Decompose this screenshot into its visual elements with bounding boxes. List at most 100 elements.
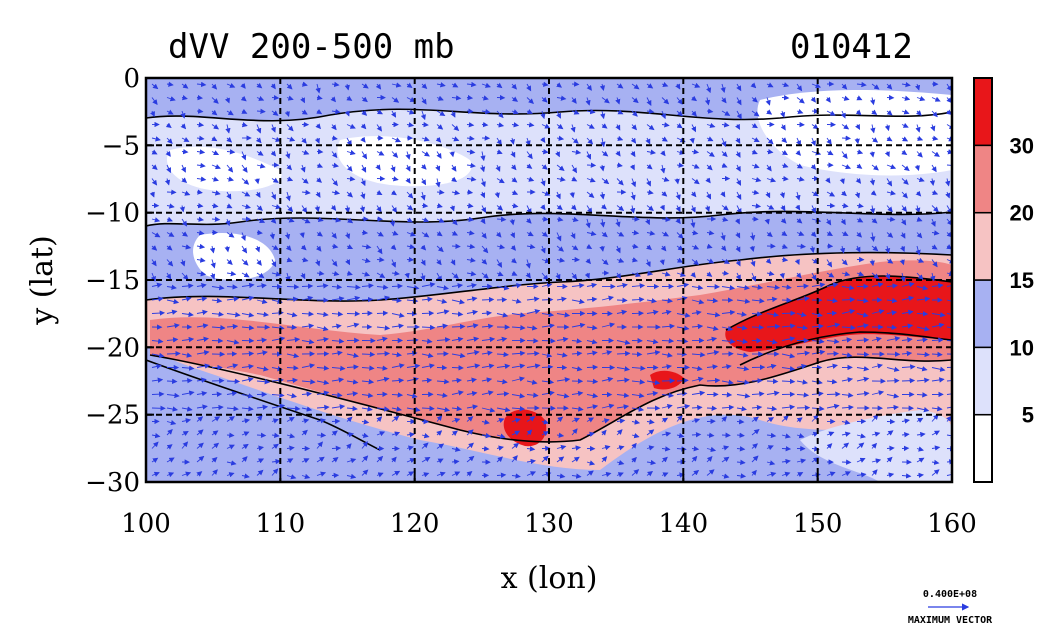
wind-vector	[406, 97, 416, 102]
wind-vector	[599, 218, 606, 228]
wind-vector	[556, 123, 564, 130]
wind-vector	[406, 191, 414, 199]
wind-vector	[481, 258, 488, 265]
wind-vector	[286, 124, 294, 132]
wind-vector	[436, 203, 443, 209]
wind-vector	[706, 230, 715, 236]
wind-vector	[436, 124, 444, 130]
wind-vector	[601, 178, 610, 185]
wind-vector	[856, 271, 865, 277]
wind-vector	[299, 232, 305, 239]
wind-vector	[751, 378, 763, 384]
wind-vector	[691, 259, 700, 266]
wind-vector	[286, 176, 294, 182]
wind-vector	[870, 232, 876, 242]
wind-vector	[811, 217, 822, 223]
wind-vector	[271, 177, 279, 183]
wind-vector	[616, 162, 623, 168]
wind-vector	[181, 283, 194, 289]
wind-vector	[841, 164, 852, 170]
wind-vector	[916, 216, 923, 222]
wind-vector	[540, 110, 546, 120]
wind-vector	[885, 272, 891, 280]
wind-vector	[616, 178, 624, 186]
wind-vector	[271, 271, 282, 277]
wind-vector	[196, 296, 208, 302]
wind-vector	[556, 216, 564, 222]
wind-vector	[211, 284, 225, 291]
wind-vector	[556, 245, 564, 252]
wind-vector	[690, 218, 696, 229]
wind-vector	[331, 162, 339, 168]
wind-vector	[420, 110, 426, 121]
wind-vector	[496, 285, 510, 291]
wind-vector	[436, 217, 445, 223]
wind-vector	[166, 137, 173, 144]
wind-vector	[481, 95, 489, 101]
wind-vector	[705, 177, 711, 184]
wind-vector	[600, 110, 606, 120]
wind-vector	[510, 151, 516, 158]
wind-vector	[631, 83, 640, 90]
wind-vector	[811, 272, 817, 281]
wind-vector	[436, 245, 444, 253]
wind-vector	[796, 108, 804, 115]
wind-vector	[391, 151, 399, 158]
y-tick-label: −30	[85, 468, 140, 498]
wind-vector	[450, 110, 456, 118]
wind-vector	[781, 82, 790, 88]
wind-vector	[720, 232, 726, 241]
wind-vector	[196, 108, 204, 114]
wind-vector	[615, 97, 621, 105]
wind-vector	[630, 137, 637, 144]
wind-vector	[179, 205, 185, 213]
wind-vector	[735, 272, 741, 281]
wind-vector	[196, 94, 203, 101]
wind-vector	[781, 230, 788, 236]
wind-vector	[511, 122, 520, 128]
wind-vector	[181, 231, 189, 237]
wind-vector	[525, 217, 532, 224]
wind-vector	[196, 162, 206, 169]
wind-vector	[735, 151, 741, 158]
wind-vector	[704, 205, 711, 213]
wind-vector	[735, 259, 741, 267]
wind-vector	[375, 83, 382, 90]
wind-vector	[855, 123, 861, 130]
wind-vector	[854, 137, 860, 145]
wind-vector	[435, 164, 441, 172]
wind-vector	[361, 257, 371, 264]
wind-vector	[181, 296, 192, 302]
wind-vector	[496, 205, 504, 211]
wind-vector	[825, 218, 832, 226]
wind-vector	[390, 164, 396, 173]
wind-vector	[226, 191, 232, 200]
wind-vector	[930, 272, 936, 282]
wind-vector	[346, 149, 356, 156]
wind-vector	[571, 216, 579, 223]
wind-vector	[721, 205, 729, 211]
wind-vector	[751, 177, 762, 183]
wind-vector	[720, 245, 727, 252]
wind-vector	[646, 124, 655, 131]
wind-vector	[599, 245, 605, 252]
wind-vector	[496, 259, 503, 268]
wind-vector	[541, 123, 551, 129]
wind-vector	[286, 95, 294, 101]
wind-vector	[931, 135, 939, 141]
x-tick-label: 130	[524, 509, 574, 539]
y-axis-label: y (lat)	[25, 235, 60, 325]
wind-vector	[571, 97, 577, 104]
wind-vector	[931, 205, 939, 213]
wind-vector	[346, 95, 353, 101]
wind-vector	[526, 231, 534, 237]
wind-vector	[856, 81, 867, 88]
wind-vector	[361, 351, 376, 358]
wind-vector	[900, 218, 907, 226]
wind-vector	[839, 245, 846, 254]
wind-vector	[736, 191, 742, 200]
wind-vector	[780, 217, 787, 224]
wind-vector	[436, 189, 445, 195]
wind-vector	[481, 272, 489, 279]
wind-vector	[346, 284, 361, 290]
